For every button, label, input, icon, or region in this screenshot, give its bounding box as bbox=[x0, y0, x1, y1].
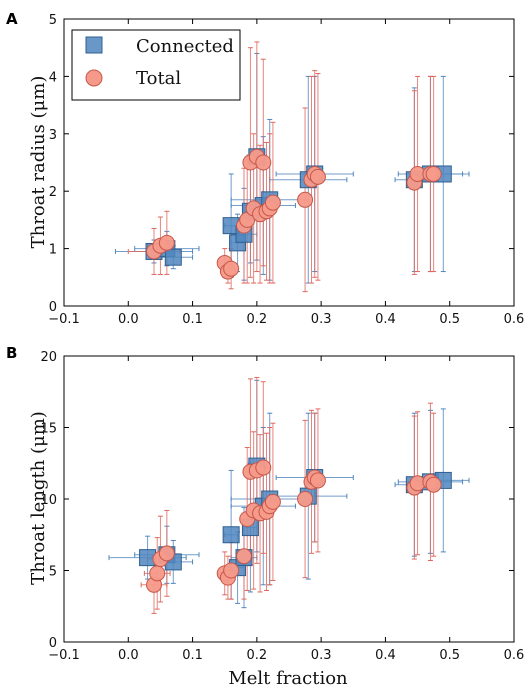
panel-a-legend: Connected Total bbox=[71, 29, 241, 101]
x-tick-label: 0.2 bbox=[247, 312, 268, 327]
plot-frame bbox=[63, 18, 515, 307]
y-tick-label: 0 bbox=[49, 636, 57, 651]
panel-b: B Throat length (μm) Melt fraction −0.1 0… bbox=[6, 344, 524, 689]
x-tick-label: 0.6 bbox=[504, 312, 525, 327]
panel-a: A Throat radius (μm) −0.1 0.0 0.1 0.2 0.3 0.4… bbox=[6, 10, 524, 327]
panel-b-plot: −0.1 0.0 0.1 0.2 0.3 0.4 0.5 0.6 0 5 10 15 20 bbox=[40, 350, 524, 663]
x-tick-label: 0.0 bbox=[118, 648, 139, 663]
x-tick-label: 0.2 bbox=[247, 648, 268, 663]
legend-total-label: Total bbox=[136, 68, 181, 89]
total-point bbox=[149, 565, 166, 582]
x-tick-label: 0.3 bbox=[311, 648, 332, 663]
x-tick-label: −0.1 bbox=[48, 312, 80, 327]
panel-a-plot: −0.1 0.0 0.1 0.2 0.3 0.4 0.5 0.6 0 1 2 3 4 5 bbox=[48, 13, 524, 327]
y-tick-label: 5 bbox=[49, 13, 57, 28]
total-point bbox=[236, 548, 252, 565]
y-tick-label: 10 bbox=[40, 493, 57, 508]
x-tick-label: 0.6 bbox=[504, 648, 525, 663]
connected-point bbox=[164, 248, 182, 266]
total-point bbox=[158, 234, 175, 251]
panel-b-ylabel: Throat length (μm) bbox=[28, 411, 49, 585]
total-point bbox=[425, 476, 442, 493]
x-tick-label: 0.5 bbox=[439, 312, 460, 327]
total-point bbox=[309, 472, 326, 489]
y-tick-label: 20 bbox=[40, 350, 57, 365]
legend-total-marker bbox=[85, 69, 103, 87]
x-tick-label: 0.1 bbox=[182, 648, 203, 663]
x-tick-label: 0.5 bbox=[439, 648, 460, 663]
total-point bbox=[223, 260, 240, 277]
panel-b-label: B bbox=[6, 344, 17, 362]
y-tick-label: 15 bbox=[40, 422, 57, 437]
x-tick-label: −0.1 bbox=[48, 648, 80, 663]
total-point bbox=[264, 194, 281, 211]
panel-b-xlabel: Melt fraction bbox=[228, 668, 348, 689]
y-tick-label: 5 bbox=[49, 565, 57, 580]
y-tick-label: 0 bbox=[49, 300, 57, 315]
x-tick-label: 0.4 bbox=[375, 648, 396, 663]
total-point bbox=[255, 459, 272, 476]
y-tick-label: 1 bbox=[49, 243, 57, 258]
y-tick-label: 2 bbox=[49, 185, 57, 200]
panel-a-ylabel: Throat radius (μm) bbox=[28, 76, 49, 249]
x-tick-label: 0.0 bbox=[118, 312, 139, 327]
x-tick-label: 0.3 bbox=[311, 312, 332, 327]
total-point bbox=[297, 491, 314, 507]
panel-a-label: A bbox=[6, 10, 18, 28]
y-tick-label: 4 bbox=[49, 70, 57, 85]
legend-connected-label: Connected bbox=[136, 36, 234, 57]
y-tick-label: 3 bbox=[49, 128, 57, 143]
total-point bbox=[425, 165, 442, 182]
total-point bbox=[309, 168, 326, 185]
total-point bbox=[264, 493, 281, 510]
connected-point bbox=[222, 526, 240, 544]
total-point bbox=[255, 154, 272, 171]
x-tick-label: 0.1 bbox=[182, 312, 203, 327]
legend-connected-marker bbox=[85, 36, 103, 54]
total-point bbox=[158, 545, 175, 562]
total-point bbox=[223, 562, 240, 579]
total-point bbox=[297, 191, 314, 208]
x-tick-label: 0.4 bbox=[375, 312, 396, 327]
